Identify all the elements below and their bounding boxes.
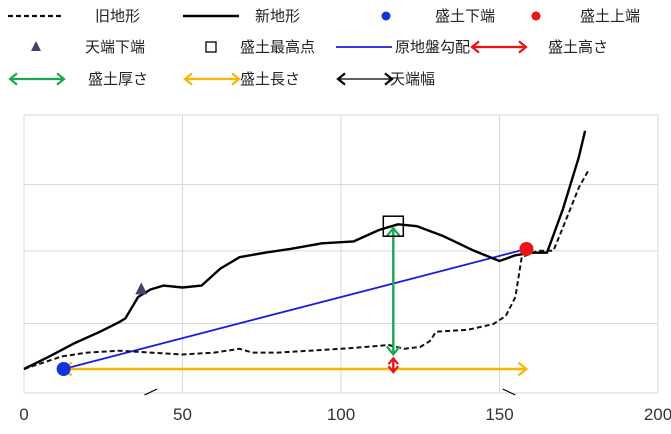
plot-area — [23, 114, 659, 396]
fill-top-end-marker — [519, 241, 534, 256]
legend-swatch-square — [205, 41, 217, 53]
legend-label: 天端幅 — [390, 70, 435, 88]
legend-swatch-circle — [381, 11, 391, 21]
legend-item-fill_top_end: 盛土上端 — [531, 7, 640, 25]
legend-label: 盛土上端 — [580, 7, 640, 25]
legend-label: 盛土下端 — [435, 7, 495, 25]
legend-swatch-arrow-head-start — [470, 40, 480, 54]
legend-swatch-arrow-head-end — [231, 72, 241, 86]
legend-item-fill_thickness: 盛土厚さ — [8, 70, 148, 88]
old-terrain-line — [23, 170, 590, 370]
x-tick-label: 50 — [173, 405, 192, 424]
legend-swatch-arrow-head-start — [8, 72, 18, 86]
legend-swatch-arrow-head-start — [183, 72, 193, 86]
legend-swatch-arrow-head-end — [518, 40, 528, 54]
legend-label: 盛土厚さ — [88, 70, 148, 88]
legend-item-fill_bottom_end: 盛土下端 — [381, 7, 495, 25]
original-ground-slope-line — [63, 248, 527, 370]
legend-item-fill_length: 盛土長さ — [183, 70, 300, 88]
crest-width-arrow-head-left — [144, 388, 158, 396]
legend-label: 旧地形 — [95, 7, 140, 25]
legend-swatch-circle — [531, 11, 541, 21]
legend-label: 盛土最高点 — [240, 38, 315, 56]
legend-label: 原地盤勾配 — [395, 38, 470, 56]
crest-width-arrow-head-right — [502, 388, 516, 396]
fill-length-arrow-head-end — [517, 361, 529, 377]
legend-label: 新地形 — [255, 7, 300, 25]
legend-item-new_terrain: 新地形 — [183, 7, 300, 25]
legend-item-fill_highest_point: 盛土最高点 — [205, 38, 315, 56]
legend-label: 盛土長さ — [240, 70, 300, 88]
fill-height-arrow-head-end — [387, 365, 399, 374]
fill-bottom-end-marker — [56, 361, 71, 376]
x-axis: 0 50 100 150 200 — [19, 405, 671, 424]
x-tick-label: 0 — [19, 405, 28, 424]
x-tick-label: 200 — [644, 405, 671, 424]
fill-thickness-arrow-head-start — [386, 226, 401, 237]
fill-highest-point-marker — [382, 215, 405, 237]
legend-item-old_terrain: 旧地形 — [8, 7, 140, 25]
legend-swatch-arrow-head-end — [56, 72, 66, 86]
fill-thickness-arrow-head-end — [386, 345, 401, 357]
x-tick-label: 150 — [485, 405, 513, 424]
legend-item-fill_height: 盛土高さ — [470, 38, 608, 56]
legend-item-crest_bottom_end: 天端下端 — [31, 38, 145, 56]
legend-item-crest_width: 天端幅 — [336, 70, 435, 88]
x-tick-label: 100 — [327, 405, 355, 424]
crest-bottom-end-marker — [135, 282, 148, 295]
legend-label: 盛土高さ — [548, 38, 608, 56]
fill-height-arrow-head-start — [387, 356, 399, 365]
legend-label: 天端下端 — [85, 38, 145, 56]
legend-swatch-triangle — [31, 41, 41, 51]
legend-swatch-arrow-head-start — [336, 72, 346, 86]
legend-item-original_ground_slope: 原地盤勾配 — [336, 38, 470, 56]
new-terrain-line — [23, 130, 587, 371]
legend-swatch-arrow-head-end — [384, 72, 394, 86]
